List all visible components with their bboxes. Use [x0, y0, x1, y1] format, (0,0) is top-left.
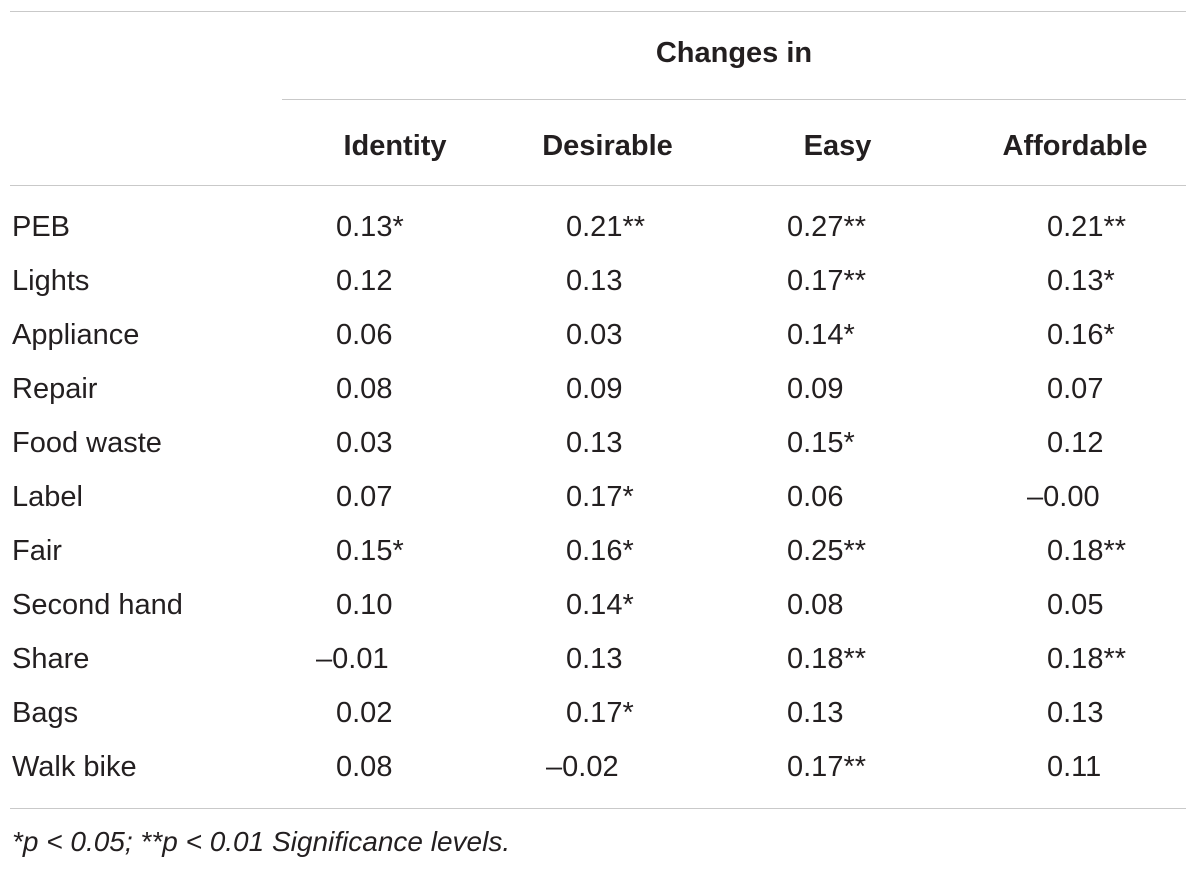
table-row: Repair 0.08 0.09 0.09 0.07 [0, 362, 1200, 416]
table-row: Label 0.07 0.17* 0.06 –0.00 [0, 470, 1200, 524]
table-cell: 0.10 [336, 589, 393, 621]
table-cell: 0.14* [566, 589, 634, 621]
row-label: Food waste [12, 427, 162, 459]
table-cell: 0.12 [1047, 427, 1104, 459]
row-label: Second hand [12, 589, 183, 621]
table-cell: 0.12 [336, 265, 393, 297]
table-cell: 0.13 [566, 427, 623, 459]
group-header-rule [282, 99, 1186, 100]
table-cell: 0.16* [1047, 319, 1115, 351]
column-header-desirable: Desirable [542, 130, 673, 162]
table-cell: 0.15* [336, 535, 404, 567]
row-label: Label [12, 481, 83, 513]
table-row: Bags 0.02 0.17* 0.13 0.13 [0, 686, 1200, 740]
table-cell: 0.13* [336, 211, 404, 243]
group-header: Changes in [655, 37, 813, 69]
table-cell: 0.13 [566, 265, 623, 297]
table-cell: 0.08 [787, 589, 844, 621]
table-cell: 0.21** [1047, 211, 1127, 243]
table-row: Lights 0.12 0.13 0.17** 0.13* [0, 254, 1200, 308]
footnote: *p < 0.05; **p < 0.01 Significance level… [12, 826, 511, 857]
table-cell: 0.06 [787, 481, 844, 513]
table-cell: –0.01 [316, 643, 389, 675]
row-label: Lights [12, 265, 90, 297]
table-cell: 0.13 [787, 697, 844, 729]
table-cell: 0.13 [1047, 697, 1104, 729]
table-cell: 0.13 [566, 643, 623, 675]
table-cell: –0.00 [1027, 481, 1100, 513]
table-cell: 0.11 [1047, 751, 1102, 783]
column-header-affordable: Affordable [1002, 130, 1148, 162]
table-cell: 0.08 [336, 751, 393, 783]
table-row: Share –0.01 0.13 0.18** 0.18** [0, 632, 1200, 686]
table-cell: 0.21** [566, 211, 646, 243]
table-row: Walk bike 0.08 –0.02 0.17** 0.11 [0, 740, 1200, 794]
table-cell: 0.02 [336, 697, 393, 729]
table-cell: 0.17** [787, 265, 867, 297]
table-row: Appliance 0.06 0.03 0.14* 0.16* [0, 308, 1200, 362]
table-top-rule [10, 11, 1186, 12]
row-label: PEB [12, 211, 71, 243]
table-cell: 0.18** [787, 643, 867, 675]
table-cell: 0.25** [787, 535, 867, 567]
row-label: Walk bike [12, 751, 137, 783]
row-label: Repair [12, 373, 98, 405]
table-cell: 0.17* [566, 481, 634, 513]
column-header-identity: Identity [343, 130, 447, 162]
table-cell: 0.18** [1047, 535, 1127, 567]
table-cell: 0.17* [566, 697, 634, 729]
row-label: Appliance [12, 319, 140, 351]
table-row: PEB 0.13* 0.21** 0.27** 0.21** [0, 200, 1200, 254]
table-cell: 0.05 [1047, 589, 1104, 621]
table-cell: –0.02 [546, 751, 619, 783]
table-cell: 0.06 [336, 319, 393, 351]
table-cell: 0.07 [1047, 373, 1104, 405]
table-row: Fair 0.15* 0.16* 0.25** 0.18** [0, 524, 1200, 578]
table-cell: 0.13* [1047, 265, 1115, 297]
table-cell: 0.18** [1047, 643, 1127, 675]
table-cell: 0.15* [787, 427, 855, 459]
header-rule [10, 185, 1186, 186]
table-cell: 0.14* [787, 319, 855, 351]
row-label: Bags [12, 697, 79, 729]
table-cell: 0.09 [566, 373, 623, 405]
table-cell: 0.03 [336, 427, 393, 459]
table-cell: 0.03 [566, 319, 623, 351]
table-row: Second hand 0.10 0.14* 0.08 0.05 [0, 578, 1200, 632]
table-cell: 0.17** [787, 751, 867, 783]
table-cell: 0.27** [787, 211, 867, 243]
table-cell: 0.07 [336, 481, 393, 513]
table-bottom-rule [10, 808, 1186, 809]
column-header-easy: Easy [803, 130, 872, 162]
row-label: Fair [12, 535, 62, 567]
table-cell: 0.16* [566, 535, 634, 567]
table-row: Food waste 0.03 0.13 0.15* 0.12 [0, 416, 1200, 470]
table-cell: 0.09 [787, 373, 844, 405]
row-label: Share [12, 643, 90, 675]
table-cell: 0.08 [336, 373, 393, 405]
